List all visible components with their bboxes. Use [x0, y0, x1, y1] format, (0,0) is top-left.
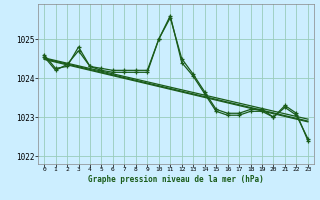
X-axis label: Graphe pression niveau de la mer (hPa): Graphe pression niveau de la mer (hPa)	[88, 175, 264, 184]
